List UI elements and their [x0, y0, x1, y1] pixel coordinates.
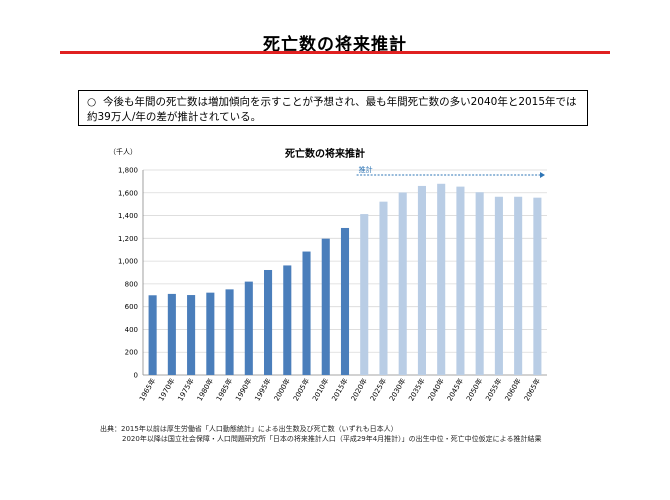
summary-text: 今後も年間の死亡数は増加傾向を示すことが予想され、最も年間死亡数の多い2040年…: [87, 96, 577, 123]
y-tick-label: 1,200: [118, 235, 138, 243]
bar: [494, 196, 503, 375]
bar: [437, 183, 446, 375]
bar: [475, 192, 484, 375]
bar: [264, 269, 273, 375]
x-tick-label: 1980年: [195, 377, 215, 403]
source-line-1: 出典：2015年以前は厚生労働省「人口動態統計」による出生数及び死亡数（いずれも…: [100, 425, 398, 433]
y-tick-label: 200: [125, 349, 138, 357]
x-tick-label: 2005年: [291, 377, 311, 403]
x-tick-label: 2025年: [368, 377, 388, 403]
projection-label: 推計: [359, 165, 373, 174]
x-tick-label: 2055年: [483, 377, 503, 403]
bar: [398, 192, 407, 375]
source-line-2: 2020年以降は国立社会保障・人口問題研究所「日本の将来推計人口（平成29年4月…: [122, 435, 542, 443]
bar: [533, 197, 542, 375]
x-tick-label: 2010年: [310, 377, 330, 403]
page-title: 死亡数の将来推計: [263, 35, 407, 55]
bar: [225, 289, 234, 375]
x-tick-label: 2040年: [426, 377, 446, 403]
x-tick-label: 1975年: [176, 377, 196, 403]
y-tick-label: 1,800: [118, 167, 138, 175]
death-projection-chart: 死亡数の将来推計 （千人） 0 200 400 600 800 1,000 1,200 1,4…: [109, 147, 547, 403]
x-tick-label: 2020年: [349, 377, 369, 403]
bar: [148, 295, 157, 375]
x-tick-label: 2045年: [445, 377, 465, 403]
x-tick-label: 2050年: [464, 377, 484, 403]
x-tick-label: 1995年: [253, 377, 273, 403]
bar: [283, 265, 292, 375]
bar: [340, 227, 350, 375]
x-tick-label: 2065年: [522, 377, 542, 403]
bar: [379, 201, 388, 375]
y-tick-label: 1,000: [118, 258, 138, 266]
y-tick-label: 400: [125, 326, 138, 334]
bar: [360, 214, 369, 375]
chart-container: 死亡数の将来推計 （千人） 0 200 400 600 800 1,000 1,200 1,4…: [85, 142, 565, 422]
x-tick-label: 2000年: [272, 377, 292, 403]
x-tick-label: 1965年: [137, 377, 157, 403]
source-note: 出典：2015年以前は厚生労働省「人口動態統計」による出生数及び死亡数（いずれも…: [100, 424, 620, 444]
y-axis-unit: （千人）: [109, 147, 137, 156]
x-tick-label: 2060年: [503, 377, 523, 403]
y-tick-label: 1,400: [118, 212, 138, 220]
y-tick-label: 800: [125, 280, 138, 288]
x-tick-label: 1985年: [214, 377, 234, 403]
bar: [321, 238, 330, 375]
y-tick-label: 600: [125, 303, 138, 311]
bar: [302, 251, 311, 375]
bar: [167, 293, 176, 375]
x-tick-label: 2035年: [406, 377, 426, 403]
bar: [244, 281, 253, 375]
summary-box: ○ 今後も年間の死亡数は増加傾向を示すことが予想され、最も年間死亡数の多い2040…: [78, 90, 588, 126]
bar: [456, 186, 465, 375]
bar: [514, 196, 523, 375]
x-tick-label: 2030年: [387, 377, 407, 403]
bullet-marker: ○: [87, 96, 97, 108]
x-tick-label: 2015年: [330, 377, 350, 403]
bar: [417, 185, 426, 375]
x-tick-label: 1990年: [233, 377, 253, 403]
y-tick-label: 0: [134, 372, 138, 380]
bar: [187, 295, 196, 375]
y-tick-label: 1,600: [118, 189, 138, 197]
bar: [206, 292, 215, 375]
projection-arrow-head: [540, 172, 545, 178]
chart-title: 死亡数の将来推計: [285, 147, 365, 160]
title-underline: [60, 51, 610, 54]
x-tick-label: 1970年: [156, 377, 176, 403]
